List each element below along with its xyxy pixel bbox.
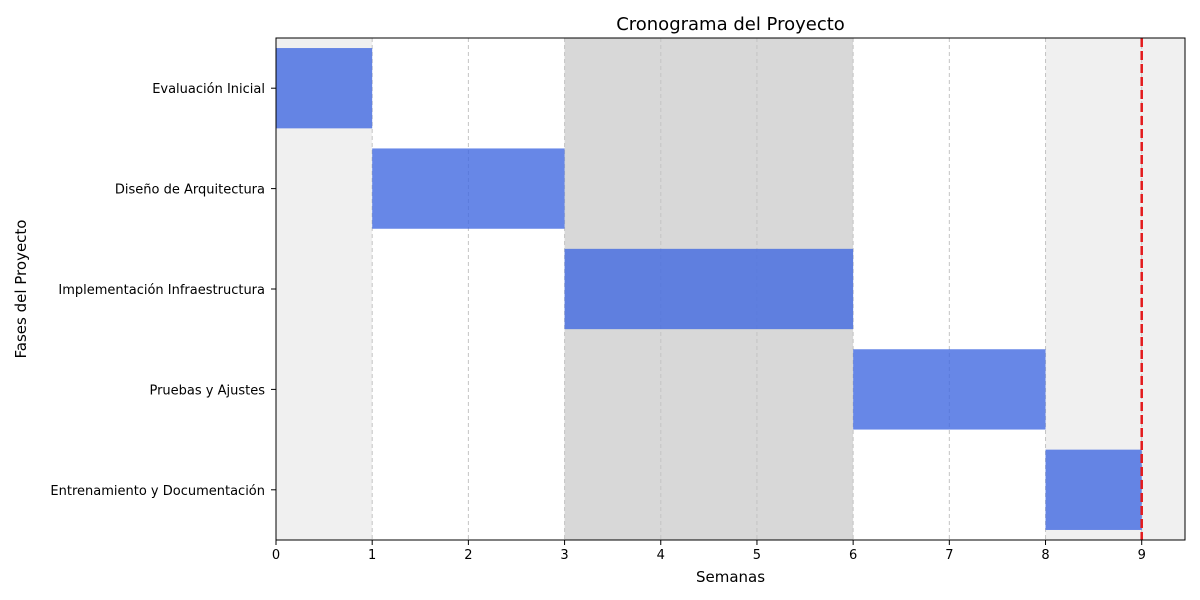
y-tick-label-3: Pruebas y Ajustes <box>149 383 265 398</box>
x-tick-label-5: 5 <box>753 548 761 563</box>
x-tick-label-4: 4 <box>657 548 665 563</box>
task-bar-0 <box>276 48 373 129</box>
task-bars <box>276 48 1142 530</box>
task-bar-2 <box>564 248 854 330</box>
x-tick-label-6: 6 <box>849 548 857 563</box>
task-bar-1 <box>372 148 565 229</box>
x-tick-label-3: 3 <box>560 548 568 563</box>
y-tick-label-1: Diseño de Arquitectura <box>115 183 265 198</box>
y-axis: Evaluación Inicial Diseño de Arquitectura… <box>50 82 276 499</box>
x-tick-label-9: 9 <box>1138 548 1146 563</box>
x-tick-label-8: 8 <box>1041 548 1049 563</box>
task-bar-4 <box>1045 449 1142 530</box>
task-bar-3 <box>853 349 1046 430</box>
y-tick-label-0: Evaluación Inicial <box>152 82 265 97</box>
y-tick-label-4: Entrenamiento y Documentación <box>50 484 265 499</box>
x-axis: 0 1 2 3 4 5 6 7 8 9 <box>272 540 1146 563</box>
y-tick-label-2: Implementación Infraestructura <box>58 283 265 298</box>
y-axis-label: Fases del Proyecto <box>12 220 30 359</box>
chart-title: Cronograma del Proyecto <box>616 14 845 35</box>
x-axis-label: Semanas <box>696 568 765 586</box>
x-tick-label-7: 7 <box>945 548 953 563</box>
x-tick-label-1: 1 <box>368 548 376 563</box>
x-tick-label-0: 0 <box>272 548 280 563</box>
x-tick-label-2: 2 <box>464 548 472 563</box>
